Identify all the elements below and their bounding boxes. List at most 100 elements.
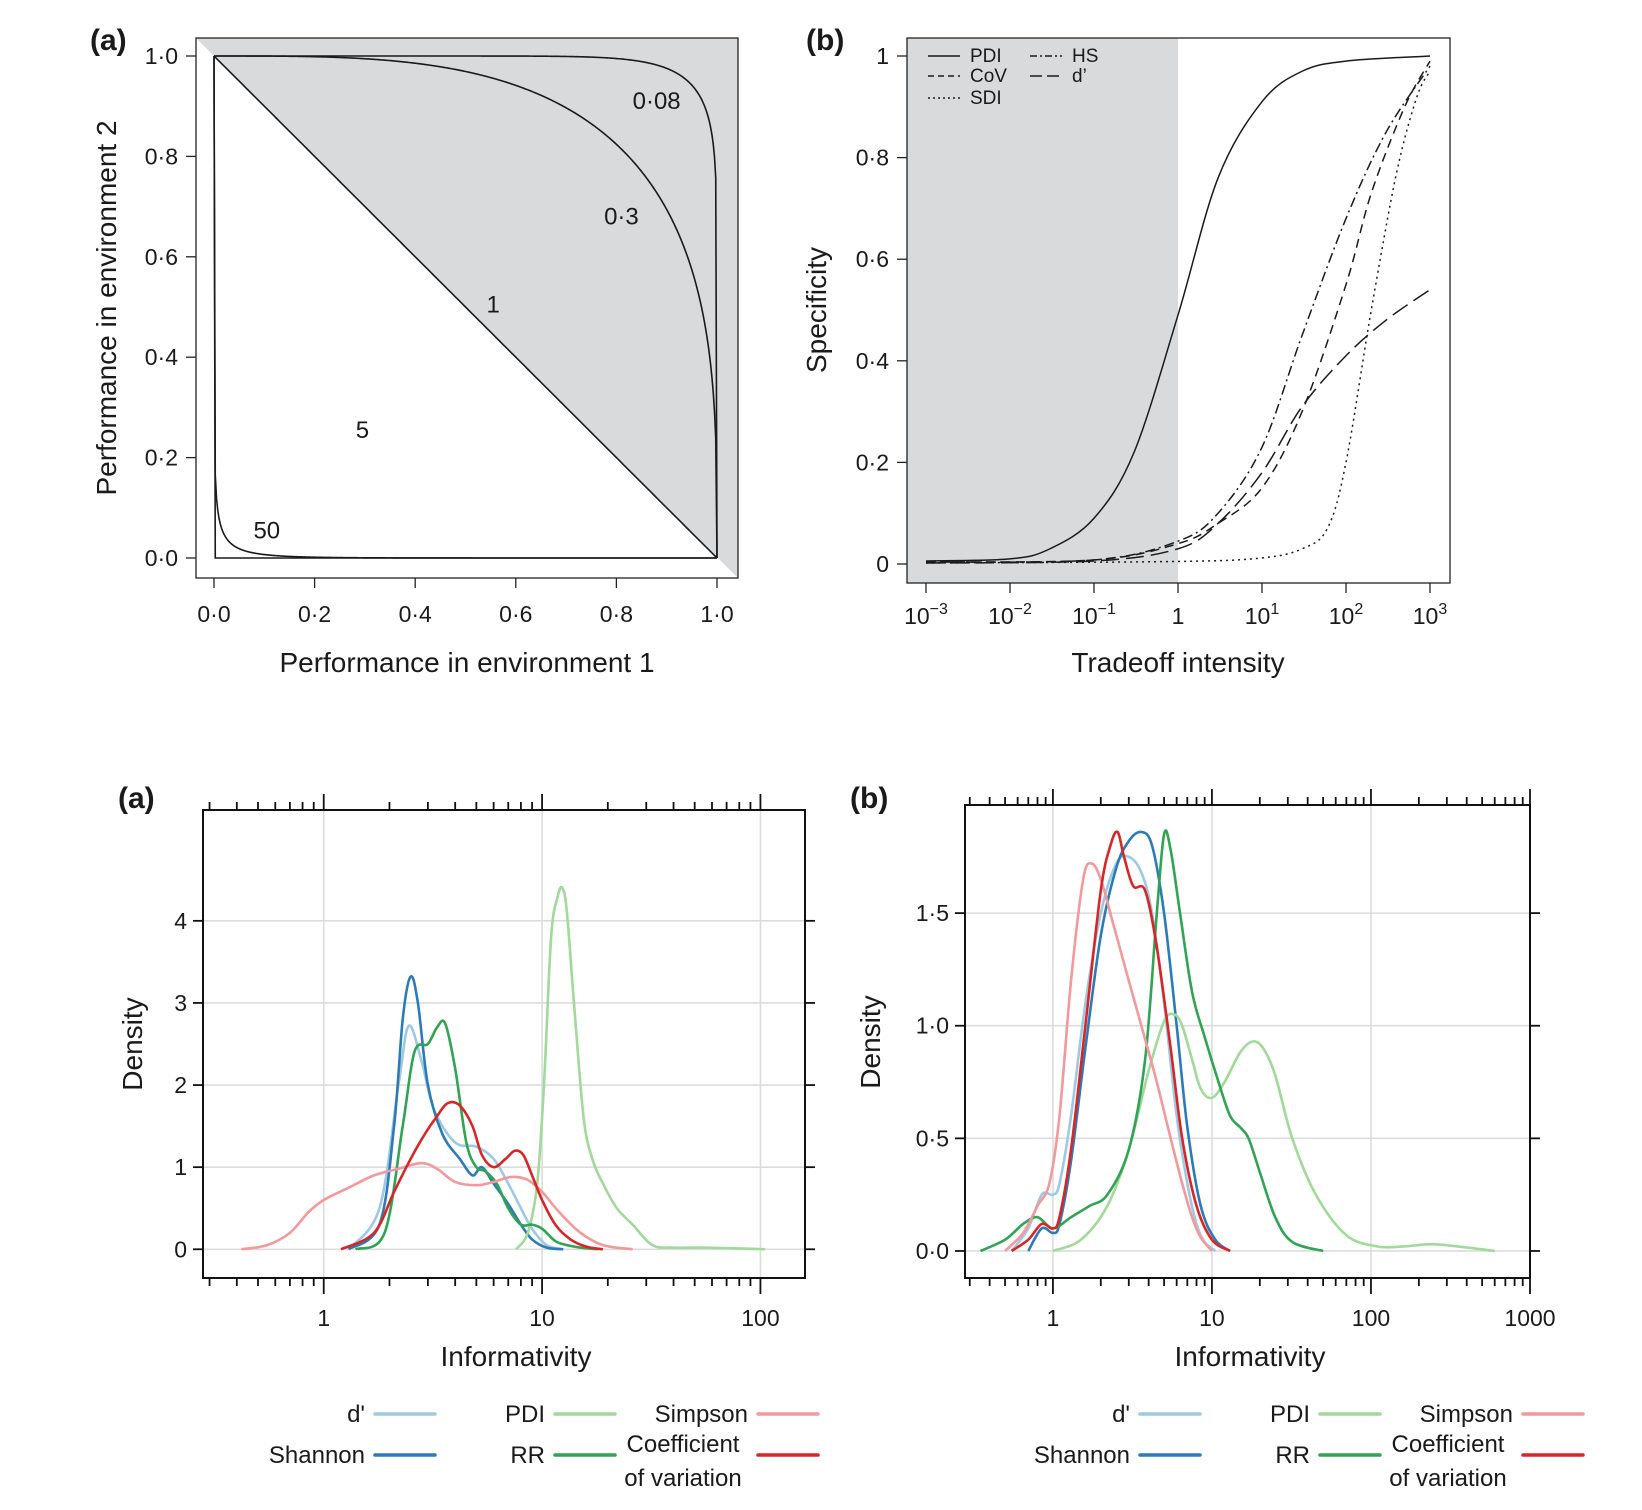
x-tick-label: 10−2 [988, 601, 1032, 629]
series-group [241, 885, 766, 1251]
series-line-pdi [514, 885, 766, 1251]
y-tick-label: 0·6 [856, 246, 889, 272]
y-tick-label: 0 [876, 551, 889, 577]
panel-tradeoff-curves: (a) 0·08 0·3 1 5 50 0·0 0·2 0·4 0·6 0·8 1·0 0·0 0·2 0·… [90, 24, 739, 678]
x-tick-label: 100 [1352, 1305, 1390, 1331]
y-tick-label: 1 [174, 1154, 187, 1180]
series-line-simpson [241, 1161, 633, 1251]
x-tick-exponent: −1 [1098, 601, 1116, 618]
y-tick-label: 0·6 [145, 244, 178, 270]
y-tick-label: 0·0 [916, 1238, 949, 1264]
panel-label: (a) [90, 24, 127, 57]
legend-label: RR [510, 1442, 545, 1469]
curve-0-3 [214, 55, 718, 559]
panel-density-a: 1 10 100 0 1 2 3 4 (a) Informativity Density d' Shan… [117, 782, 820, 1492]
x-tick-exponent: 3 [1438, 601, 1447, 618]
series-line-d [925, 289, 1431, 564]
series-group [979, 829, 1495, 1253]
y-tick-label: 0·8 [856, 145, 889, 171]
panel-label: (b) [806, 24, 844, 57]
x-tick-label: 1 [317, 1305, 330, 1331]
curve-50 [213, 55, 717, 559]
panel-density-b: 1 10 100 1000 0·0 0·5 1·0 1·5 (b) Informativity De… [850, 782, 1585, 1492]
x-tick-base: 10 [1413, 603, 1439, 629]
plot-frame [195, 37, 739, 579]
x-tick-base: 10 [988, 603, 1014, 629]
y-tick-label: 0·2 [856, 449, 889, 475]
x-tick-label: 0·6 [499, 601, 532, 627]
y-tick-label: 2 [174, 1072, 187, 1098]
x-tick-base: 1 [1172, 603, 1185, 629]
y-tick-label: 0·5 [916, 1125, 949, 1151]
series-line-pdi [1052, 1012, 1495, 1253]
y-tick-label: 0·4 [145, 344, 178, 370]
x-tick-label: 1 [1172, 603, 1185, 629]
x-tick-label: 10 [529, 1305, 555, 1331]
x-tick-label: 10−3 [904, 601, 948, 629]
curve-label-0-3: 0·3 [604, 204, 639, 231]
legend-label-cov: CoV [970, 66, 1007, 87]
y-tick-label: 0 [174, 1236, 187, 1262]
y-tick-label: 0·2 [145, 445, 178, 471]
y-tick-label: 3 [174, 990, 187, 1016]
legend-label: of variation [624, 1465, 741, 1492]
legend-label: Coefficient [627, 1431, 740, 1458]
series-line-sdi [925, 70, 1431, 564]
legend-label-hs: HS [1072, 46, 1098, 67]
x-tick-base: 10 [1245, 603, 1271, 629]
legend-label: d' [1112, 1401, 1130, 1428]
y-axis-title: Density [855, 995, 886, 1088]
x-axis-title: Tradeoff intensity [1071, 647, 1284, 678]
y-axis-title: Density [117, 997, 148, 1090]
plot-frame [964, 804, 1531, 1279]
x-tick-exponent: 1 [1270, 601, 1279, 618]
x-tick-label: 102 [1329, 601, 1364, 629]
curve-1 [213, 55, 718, 559]
x-tick-base: 10 [1072, 603, 1098, 629]
panel-label: (a) [118, 782, 155, 815]
legend-label-pdi: PDI [970, 46, 1002, 67]
legend-label: RR [1275, 1442, 1310, 1469]
x-tick-label: 1000 [1504, 1305, 1555, 1331]
y-tick-label: 4 [174, 908, 187, 934]
x-tick-label: 1·0 [700, 601, 733, 627]
legend-label: Shannon [269, 1442, 365, 1469]
y-axis-title: Performance in environment 2 [91, 120, 122, 495]
x-tick-label: 100 [741, 1305, 779, 1331]
legend-label: PDI [1270, 1401, 1310, 1428]
curve-label-0-08: 0·08 [633, 88, 681, 115]
series-line-shannon [347, 974, 564, 1251]
x-tick-label: 1 [1047, 1305, 1060, 1331]
legend-label: Simpson [655, 1401, 748, 1428]
series-line-rr [354, 1019, 598, 1251]
x-tick-label: 0·2 [298, 601, 331, 627]
x-tick-label: 0·4 [399, 601, 432, 627]
series-line-coefficient-of-variation [340, 1100, 604, 1251]
x-axis-title: Informativity [1175, 1341, 1326, 1372]
legend-label: Shannon [1034, 1442, 1130, 1469]
legend: d' Shannon PDI RR Simpson Coefficient of varia… [269, 1401, 820, 1492]
legend-label: PDI [505, 1401, 545, 1428]
x-axis-title: Informativity [441, 1341, 592, 1372]
x-tick-base: 10 [1329, 603, 1355, 629]
x-tick-label: 0·0 [197, 601, 230, 627]
series-line-rr [979, 829, 1324, 1253]
curve-label-50: 50 [253, 517, 280, 544]
panel-label: (b) [850, 782, 888, 815]
y-tick-label: 1 [876, 43, 889, 69]
legend-label-d: d’ [1072, 66, 1087, 87]
y-tick-label: 0·8 [145, 143, 178, 169]
curve-label-1: 1 [486, 291, 499, 318]
series-line-simpson [1004, 861, 1213, 1252]
series-line-pdi [925, 55, 1431, 562]
y-axis-title: Specificity [801, 247, 832, 373]
x-tick-exponent: 2 [1354, 601, 1363, 618]
y-tick-label: 0·4 [856, 348, 889, 374]
x-axis-title: Performance in environment 1 [279, 647, 654, 678]
x-tick-exponent: −2 [1014, 601, 1032, 618]
x-tick-label: 10 [1199, 1305, 1225, 1331]
y-tick-label: 1·0 [145, 43, 178, 69]
series-line-cov [925, 60, 1431, 563]
plot-frame [202, 809, 806, 1279]
curve-label-5: 5 [356, 417, 369, 444]
